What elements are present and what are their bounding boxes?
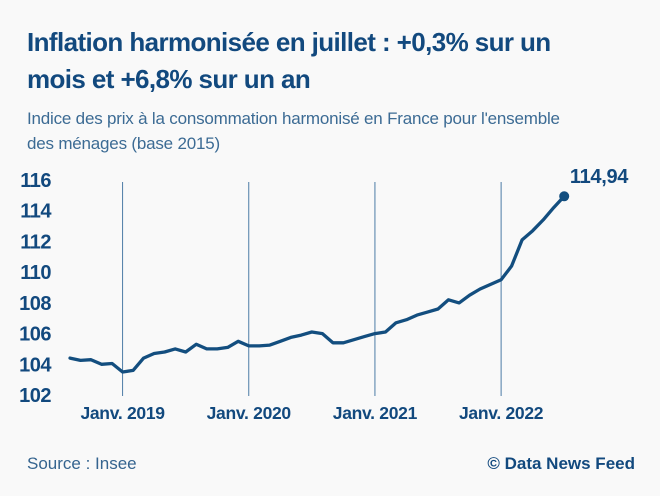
page-title: Inflation harmonisée en juillet : +0,3% …: [27, 24, 640, 98]
title-line-1: Inflation harmonisée en juillet : +0,3% …: [27, 27, 551, 57]
chart-footer: Source : Insee © Data News Feed: [27, 453, 635, 474]
y-axis-tick-label: 108: [19, 293, 51, 315]
title-line-2: mois et +6,8% sur un an: [27, 64, 311, 94]
credit-label: © Data News Feed: [487, 454, 635, 473]
y-axis-tick-label: 116: [20, 170, 51, 192]
x-axis-tick-label: Janv. 2019: [80, 403, 165, 423]
y-axis-tick-label: 114: [20, 201, 52, 223]
source-label: Source : Insee: [27, 454, 137, 473]
subtitle-line-2: des ménages (base 2015): [27, 134, 220, 153]
end-point-dot: [559, 191, 570, 202]
end-value-label: 114,94: [570, 166, 629, 188]
inflation-line-chart: Janv. 2019 Janv. 2020 Janv. 2021 Janv. 2022…: [19, 166, 629, 423]
y-axis-tick-label: 110: [20, 262, 51, 284]
x-axis-tick-label: Janv. 2021: [333, 403, 418, 423]
x-axis-tick-label: Janv. 2020: [207, 403, 292, 423]
y-axis-tick-label: 106: [19, 324, 51, 346]
x-axis-tick-label: Janv. 2022: [459, 403, 544, 423]
chart-subtitle: Indice des prix à la consommation harmon…: [27, 106, 640, 156]
line-series-path: [68, 194, 566, 374]
subtitle-line-1: Indice des prix à la consommation harmon…: [27, 109, 560, 128]
y-axis-tick-label: 112: [20, 231, 51, 253]
y-axis-tick-label: 104: [19, 354, 52, 376]
chart-header: Inflation harmonisée en juillet : +0,3% …: [27, 24, 640, 156]
y-axis-tick-label: 102: [19, 385, 51, 407]
